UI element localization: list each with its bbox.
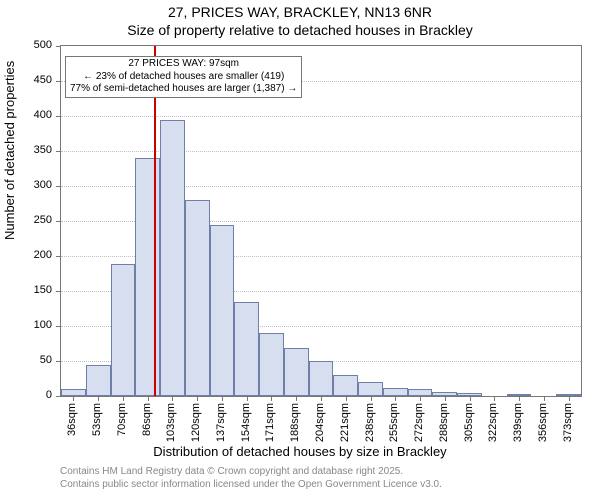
xtick-mark — [247, 396, 248, 401]
xtick-mark — [470, 396, 471, 401]
ytick-mark — [56, 361, 61, 362]
xtick-mark — [148, 396, 149, 401]
ytick-label: 300 — [0, 179, 52, 191]
xtick-label: 53sqm — [91, 403, 103, 436]
xtick-mark — [271, 396, 272, 401]
xtick-label: 120sqm — [190, 403, 202, 442]
xtick-mark — [222, 396, 223, 401]
footer-attribution: Contains HM Land Registry data © Crown c… — [60, 466, 442, 491]
histogram-bar — [111, 264, 136, 396]
histogram-bar — [135, 158, 160, 396]
title-line-2: Size of property relative to detached ho… — [0, 22, 600, 40]
annotation-line: 77% of semi-detached houses are larger (… — [70, 83, 297, 96]
xtick-label: 86sqm — [141, 403, 153, 436]
histogram-bar — [383, 388, 408, 396]
xtick-mark — [73, 396, 74, 401]
xtick-label: 373sqm — [562, 403, 574, 442]
histogram-bar — [408, 389, 433, 396]
xtick-mark — [123, 396, 124, 401]
xtick-label: 272sqm — [413, 403, 425, 442]
ytick-label: 0 — [0, 389, 52, 401]
xtick-label: 356sqm — [537, 403, 549, 442]
histogram-bar — [61, 389, 86, 396]
xtick-label: 70sqm — [116, 403, 128, 436]
ytick-mark — [56, 81, 61, 82]
gridline — [61, 116, 581, 117]
chart-title: 27, PRICES WAY, BRACKLEY, NN13 6NR Size … — [0, 0, 600, 39]
ytick-mark — [56, 116, 61, 117]
ytick-label: 200 — [0, 249, 52, 261]
reference-line — [154, 46, 156, 396]
xtick-mark — [296, 396, 297, 401]
title-line-1: 27, PRICES WAY, BRACKLEY, NN13 6NR — [0, 4, 600, 22]
xtick-mark — [172, 396, 173, 401]
ytick-mark — [56, 396, 61, 397]
histogram-bar — [185, 200, 210, 396]
xtick-label: 322sqm — [487, 403, 499, 442]
ytick-label: 250 — [0, 214, 52, 226]
xtick-mark — [197, 396, 198, 401]
reference-annotation: 27 PRICES WAY: 97sqm← 23% of detached ho… — [65, 56, 302, 98]
ytick-mark — [56, 291, 61, 292]
xtick-label: 221sqm — [339, 403, 351, 442]
xtick-label: 339sqm — [512, 403, 524, 442]
xtick-mark — [420, 396, 421, 401]
xtick-label: 103sqm — [165, 403, 177, 442]
ytick-label: 150 — [0, 284, 52, 296]
xtick-mark — [445, 396, 446, 401]
ytick-mark — [56, 151, 61, 152]
xtick-label: 137sqm — [215, 403, 227, 442]
ytick-mark — [56, 186, 61, 187]
ytick-mark — [56, 256, 61, 257]
xtick-mark — [544, 396, 545, 401]
ytick-label: 500 — [0, 39, 52, 51]
xtick-mark — [371, 396, 372, 401]
xtick-label: 238sqm — [364, 403, 376, 442]
histogram-bar — [284, 348, 309, 396]
ytick-mark — [56, 221, 61, 222]
ytick-label: 100 — [0, 319, 52, 331]
histogram-bar — [259, 333, 284, 396]
ytick-mark — [56, 326, 61, 327]
histogram-bar — [234, 302, 259, 397]
xtick-label: 154sqm — [240, 403, 252, 442]
ytick-label: 350 — [0, 144, 52, 156]
histogram-bar — [358, 382, 383, 396]
xtick-label: 255sqm — [388, 403, 400, 442]
histogram-bar — [333, 375, 358, 396]
annotation-line: 27 PRICES WAY: 97sqm — [70, 58, 297, 71]
xtick-mark — [321, 396, 322, 401]
plot-area: 27 PRICES WAY: 97sqm← 23% of detached ho… — [60, 45, 582, 397]
xtick-label: 305sqm — [463, 403, 475, 442]
ytick-mark — [56, 46, 61, 47]
xtick-mark — [346, 396, 347, 401]
histogram-bar — [86, 365, 111, 397]
x-axis-label: Distribution of detached houses by size … — [0, 444, 600, 459]
xtick-mark — [395, 396, 396, 401]
histogram-bar — [210, 225, 235, 397]
xtick-mark — [569, 396, 570, 401]
ytick-label: 400 — [0, 109, 52, 121]
xtick-mark — [494, 396, 495, 401]
footer-line-1: Contains HM Land Registry data © Crown c… — [60, 466, 442, 479]
xtick-label: 171sqm — [264, 403, 276, 442]
xtick-mark — [98, 396, 99, 401]
gridline — [61, 151, 581, 152]
xtick-label: 36sqm — [66, 403, 78, 436]
xtick-label: 188sqm — [289, 403, 301, 442]
xtick-label: 204sqm — [314, 403, 326, 442]
histogram-bar — [309, 361, 334, 396]
ytick-label: 450 — [0, 74, 52, 86]
annotation-line: ← 23% of detached houses are smaller (41… — [70, 71, 297, 84]
footer-line-2: Contains public sector information licen… — [60, 479, 442, 492]
ytick-label: 50 — [0, 354, 52, 366]
xtick-label: 288sqm — [438, 403, 450, 442]
histogram-bar — [160, 120, 185, 397]
xtick-mark — [519, 396, 520, 401]
